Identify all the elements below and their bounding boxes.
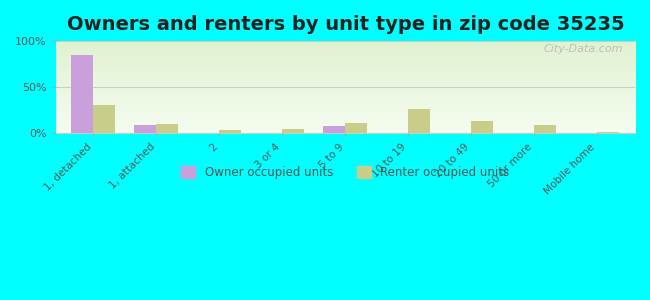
Legend: Owner occupied units, Renter occupied units: Owner occupied units, Renter occupied un… [176,161,514,184]
Text: City-Data.com: City-Data.com [544,44,623,54]
Bar [471,121,493,133]
Bar [408,109,430,133]
Bar [72,55,94,133]
Bar [345,123,367,133]
Bar [94,105,116,133]
Bar [282,129,304,133]
Bar [135,125,157,133]
Bar [220,130,241,133]
Title: Owners and renters by unit type in zip code 35235: Owners and renters by unit type in zip c… [66,15,624,34]
Bar [534,125,556,133]
Bar [323,126,345,133]
Bar [157,124,179,133]
Bar [597,132,619,133]
